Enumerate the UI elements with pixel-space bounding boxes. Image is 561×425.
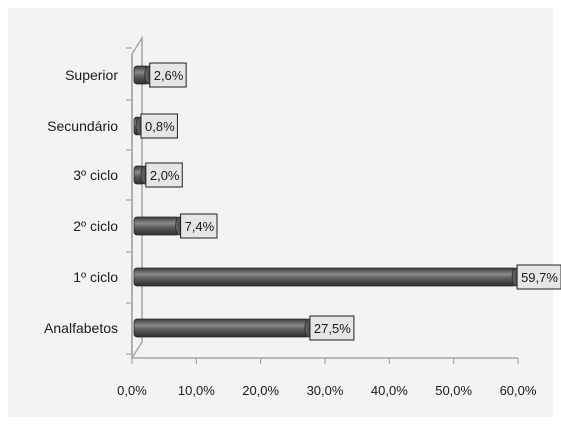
data-label: 2,0% [150,168,180,183]
bars [133,65,521,338]
labels: 0,0% 10,0% 20,0% 30,0% 40,0% 50,0% 60,0% Analfa… [44,62,561,398]
category-label: Superior [65,67,118,83]
category-label: Secundário [47,118,118,134]
data-label-box [149,62,187,88]
x-tick-label: 20,0% [242,383,279,398]
plot-area [8,8,553,417]
data-label: 7,4% [185,219,215,234]
x-tick-label: 60,0% [500,383,537,398]
x-tick-label: 40,0% [371,383,408,398]
bar [133,267,517,287]
x-tick-label: 30,0% [307,383,344,398]
data-label-box [140,113,178,139]
category-label: Analfabetos [44,320,118,336]
data-label-box [309,315,355,341]
data-label: 59,7% [521,270,558,285]
x-tick-label: 0,0% [117,383,147,398]
bar [133,318,310,338]
data-label-box [145,162,183,188]
data-label-box [516,264,561,290]
category-label: 2º ciclo [73,218,118,234]
bar [133,216,181,236]
data-label: 27,5% [314,321,351,336]
y-axis-wall [131,35,143,361]
data-label-box [180,213,218,239]
category-label: 1º ciclo [73,269,118,285]
x-tick-label: 50,0% [435,383,472,398]
category-label: 3º ciclo [73,167,118,183]
data-label: 0,8% [145,119,175,134]
axes [126,35,519,364]
x-tick-label: 10,0% [178,383,215,398]
data-label: 2,6% [154,68,184,83]
